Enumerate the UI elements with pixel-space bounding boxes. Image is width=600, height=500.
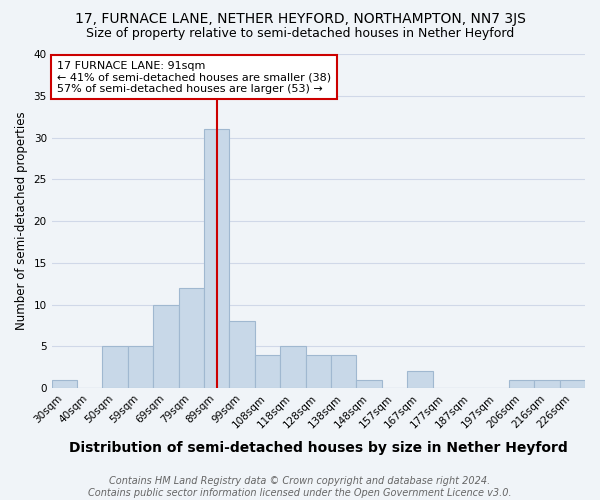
Bar (229, 322, 255, 388)
Bar (407, 372, 433, 388)
Text: 17 FURNACE LANE: 91sqm
← 41% of semi-detached houses are smaller (38)
57% of sem: 17 FURNACE LANE: 91sqm ← 41% of semi-det… (57, 60, 331, 94)
Text: Contains HM Land Registry data © Crown copyright and database right 2024.
Contai: Contains HM Land Registry data © Crown c… (88, 476, 512, 498)
Bar (356, 380, 382, 388)
Bar (103, 346, 128, 388)
Bar (534, 380, 560, 388)
Bar (305, 355, 331, 388)
Bar (153, 304, 179, 388)
Bar (255, 355, 280, 388)
Bar (509, 380, 534, 388)
X-axis label: Distribution of semi-detached houses by size in Nether Heyford: Distribution of semi-detached houses by … (69, 441, 568, 455)
Bar (560, 380, 585, 388)
Text: Size of property relative to semi-detached houses in Nether Heyford: Size of property relative to semi-detach… (86, 28, 514, 40)
Bar (331, 355, 356, 388)
Bar (280, 346, 305, 388)
Y-axis label: Number of semi-detached properties: Number of semi-detached properties (15, 112, 28, 330)
Bar (52, 380, 77, 388)
Bar (204, 129, 229, 388)
Text: 17, FURNACE LANE, NETHER HEYFORD, NORTHAMPTON, NN7 3JS: 17, FURNACE LANE, NETHER HEYFORD, NORTHA… (74, 12, 526, 26)
Bar (179, 288, 204, 388)
Bar (128, 346, 153, 388)
